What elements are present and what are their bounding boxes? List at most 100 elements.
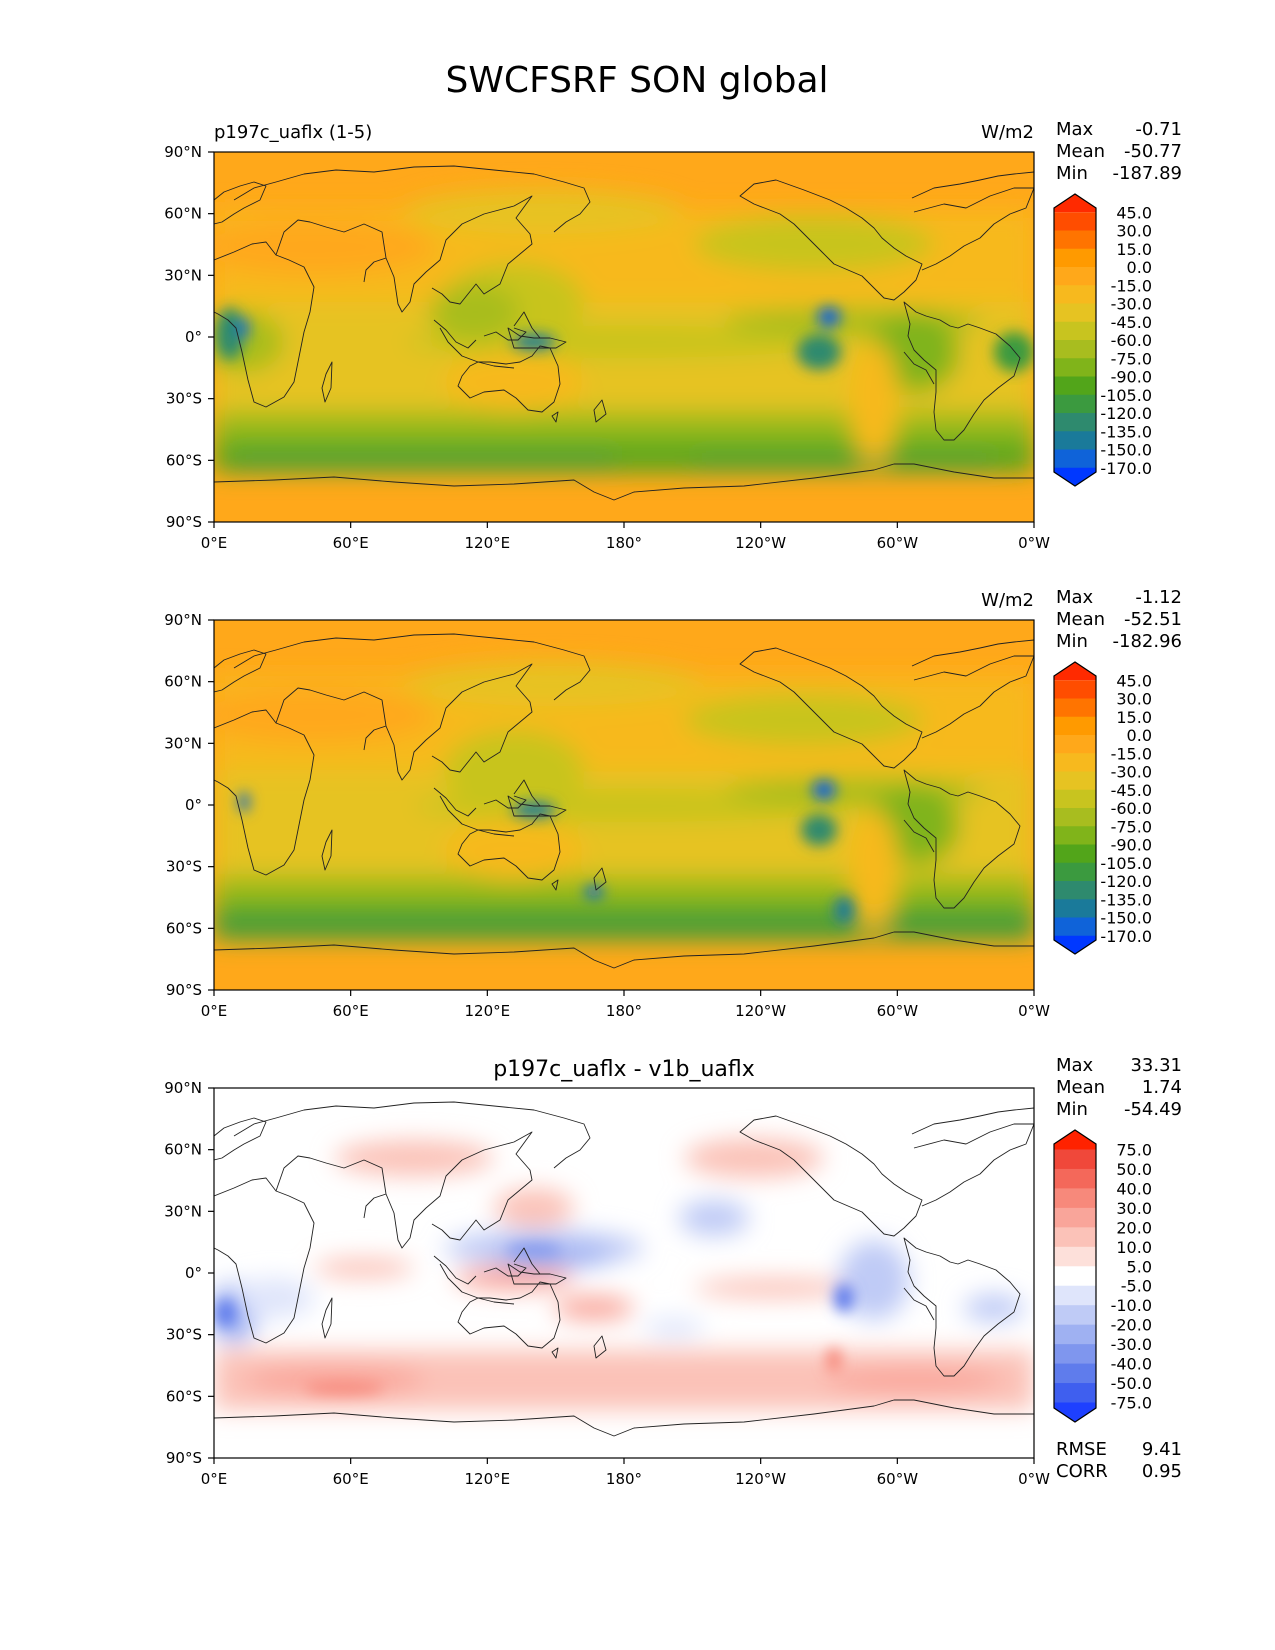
colorbar-swatch bbox=[1054, 1188, 1096, 1209]
x-tick-label: 0°W bbox=[1018, 1470, 1050, 1488]
panel-units: W/m2 bbox=[981, 590, 1034, 611]
y-tick-label: 90°N bbox=[164, 1079, 202, 1097]
y-tick-label: 90°S bbox=[166, 981, 202, 999]
filled-contour-field bbox=[214, 1088, 1034, 1458]
colorbar-tick-label: -150.0 bbox=[1100, 909, 1152, 928]
colorbar-swatch bbox=[1054, 662, 1096, 681]
stat-label: Mean bbox=[1056, 141, 1105, 162]
stat-label: Min bbox=[1056, 1099, 1088, 1120]
colorbar-tick-label: -135.0 bbox=[1100, 422, 1152, 441]
x-tick-label: 120°E bbox=[465, 1002, 511, 1020]
y-tick-label: 60°S bbox=[166, 919, 202, 937]
colorbar-tick-label: -90.0 bbox=[1111, 368, 1152, 387]
colorbar-tick-label: 0.0 bbox=[1127, 258, 1152, 277]
x-tick-label: 120°E bbox=[465, 534, 511, 552]
error-stats-block: RMSE 9.41 CORR 0.95 bbox=[1056, 1439, 1182, 1482]
colorbar-tick-label: -50.0 bbox=[1111, 1374, 1152, 1393]
x-tick-label: 0°W bbox=[1018, 1002, 1050, 1020]
stat-label: CORR bbox=[1056, 1461, 1108, 1482]
colorbar-tick-label: 50.0 bbox=[1116, 1160, 1152, 1179]
stat-label: Mean bbox=[1056, 609, 1105, 630]
stat-value: -50.77 bbox=[1124, 141, 1182, 162]
x-tick-label: 0°E bbox=[201, 1470, 228, 1488]
panel-left-title: p197c_uaflx (1-5) bbox=[214, 122, 372, 143]
colorbar-swatch bbox=[1054, 267, 1096, 286]
colorbar-swatch bbox=[1054, 935, 1096, 954]
stat-value: 9.41 bbox=[1142, 1439, 1182, 1460]
colorbar-tick-label: -40.0 bbox=[1111, 1355, 1152, 1374]
y-tick-label: 90°S bbox=[166, 1449, 202, 1467]
x-tick-label: 180° bbox=[606, 1002, 642, 1020]
colorbar-swatch bbox=[1054, 340, 1096, 359]
x-tick-label: 60°W bbox=[877, 1002, 919, 1020]
colorbar-swatch bbox=[1054, 1305, 1096, 1326]
colorbar-tick-label: -105.0 bbox=[1100, 386, 1152, 405]
map-panel-reference: W/m2 bbox=[164, 587, 1182, 1020]
colorbar-tick-label: -105.0 bbox=[1100, 854, 1152, 873]
colorbar-swatch bbox=[1054, 321, 1096, 341]
colorbar-tick-label: 20.0 bbox=[1116, 1218, 1152, 1237]
stat-label: Min bbox=[1056, 631, 1088, 652]
colorbar-swatch bbox=[1054, 899, 1096, 918]
colorbar-swatch bbox=[1054, 1207, 1096, 1228]
colorbar-swatch bbox=[1054, 303, 1096, 323]
colorbar-tick-label: -45.0 bbox=[1111, 781, 1152, 800]
stat-value: -1.12 bbox=[1135, 587, 1182, 608]
colorbar-tick-label: -135.0 bbox=[1100, 890, 1152, 909]
colorbar: 45.030.015.00.0-15.0-30.0-45.0-60.0-75.0… bbox=[1053, 193, 1152, 487]
colorbar-swatch bbox=[1054, 467, 1096, 486]
colorbar-swatch bbox=[1054, 394, 1096, 414]
colorbar-tick-label: -90.0 bbox=[1111, 836, 1152, 855]
colorbar-swatch bbox=[1054, 771, 1096, 791]
colorbar-tick-label: -30.0 bbox=[1111, 295, 1152, 314]
stat-label: Min bbox=[1056, 163, 1088, 184]
stat-value: -52.51 bbox=[1124, 609, 1182, 630]
x-tick-label: 60°W bbox=[877, 534, 919, 552]
panel-center-title: p197c_uaflx - v1b_uaflx bbox=[493, 1057, 755, 1082]
colorbar-tick-label: 45.0 bbox=[1116, 671, 1152, 690]
colorbar-swatch bbox=[1054, 1402, 1096, 1422]
colorbar-swatch bbox=[1054, 285, 1096, 304]
x-tick-label: 180° bbox=[606, 534, 642, 552]
y-tick-label: 60°N bbox=[164, 205, 202, 223]
colorbar-swatch bbox=[1054, 1149, 1096, 1170]
colorbar-tick-label: -10.0 bbox=[1111, 1296, 1152, 1315]
colorbar-tick-label: 30.0 bbox=[1116, 222, 1152, 241]
colorbar-swatch bbox=[1054, 212, 1096, 231]
y-tick-label: 60°S bbox=[166, 451, 202, 469]
colorbar-swatch bbox=[1054, 716, 1096, 736]
colorbar-swatch bbox=[1054, 1344, 1096, 1365]
y-tick-label: 0° bbox=[185, 328, 202, 346]
map-panel-difference: p197c_uaflx - v1b_uaflx bbox=[164, 1055, 1182, 1488]
filled-contour-field bbox=[214, 620, 1034, 990]
stats-block: Max -0.71 Mean -50.77 Min -187.89 bbox=[1056, 119, 1182, 184]
colorbar-tick-label: -170.0 bbox=[1100, 927, 1152, 946]
stat-value: -0.71 bbox=[1135, 119, 1182, 140]
stat-value: 1.74 bbox=[1142, 1077, 1182, 1098]
y-tick-label: 0° bbox=[185, 796, 202, 814]
colorbar-swatch bbox=[1054, 1363, 1096, 1384]
colorbar-tick-label: -30.0 bbox=[1111, 763, 1152, 782]
colorbar-tick-label: -75.0 bbox=[1111, 1394, 1152, 1413]
stats-block: Max 33.31 Mean 1.74 Min -54.49 bbox=[1056, 1055, 1182, 1120]
colorbar-tick-label: -75.0 bbox=[1111, 817, 1152, 836]
figure-title: SWCFSRF SON global bbox=[445, 60, 828, 101]
colorbar-swatch bbox=[1054, 881, 1096, 900]
colorbar-swatch bbox=[1054, 698, 1096, 718]
stat-label: Max bbox=[1056, 119, 1094, 140]
colorbar-tick-label: -60.0 bbox=[1111, 331, 1152, 350]
y-tick-label: 0° bbox=[185, 1264, 202, 1282]
panel-units: W/m2 bbox=[981, 122, 1034, 143]
colorbar-swatch bbox=[1054, 449, 1096, 469]
x-tick-label: 0°E bbox=[201, 534, 228, 552]
x-tick-label: 120°E bbox=[465, 1470, 511, 1488]
colorbar-swatch bbox=[1054, 1266, 1096, 1287]
map-panel-model: p197c_uaflx (1-5) W/m2 bbox=[164, 119, 1182, 552]
colorbar-tick-label: -45.0 bbox=[1111, 313, 1152, 332]
colorbar-swatch bbox=[1054, 1324, 1096, 1345]
colorbar-swatch bbox=[1054, 862, 1096, 882]
colorbar-swatch bbox=[1054, 1246, 1096, 1267]
x-tick-label: 120°W bbox=[735, 1002, 786, 1020]
colorbar-swatch bbox=[1054, 358, 1096, 377]
